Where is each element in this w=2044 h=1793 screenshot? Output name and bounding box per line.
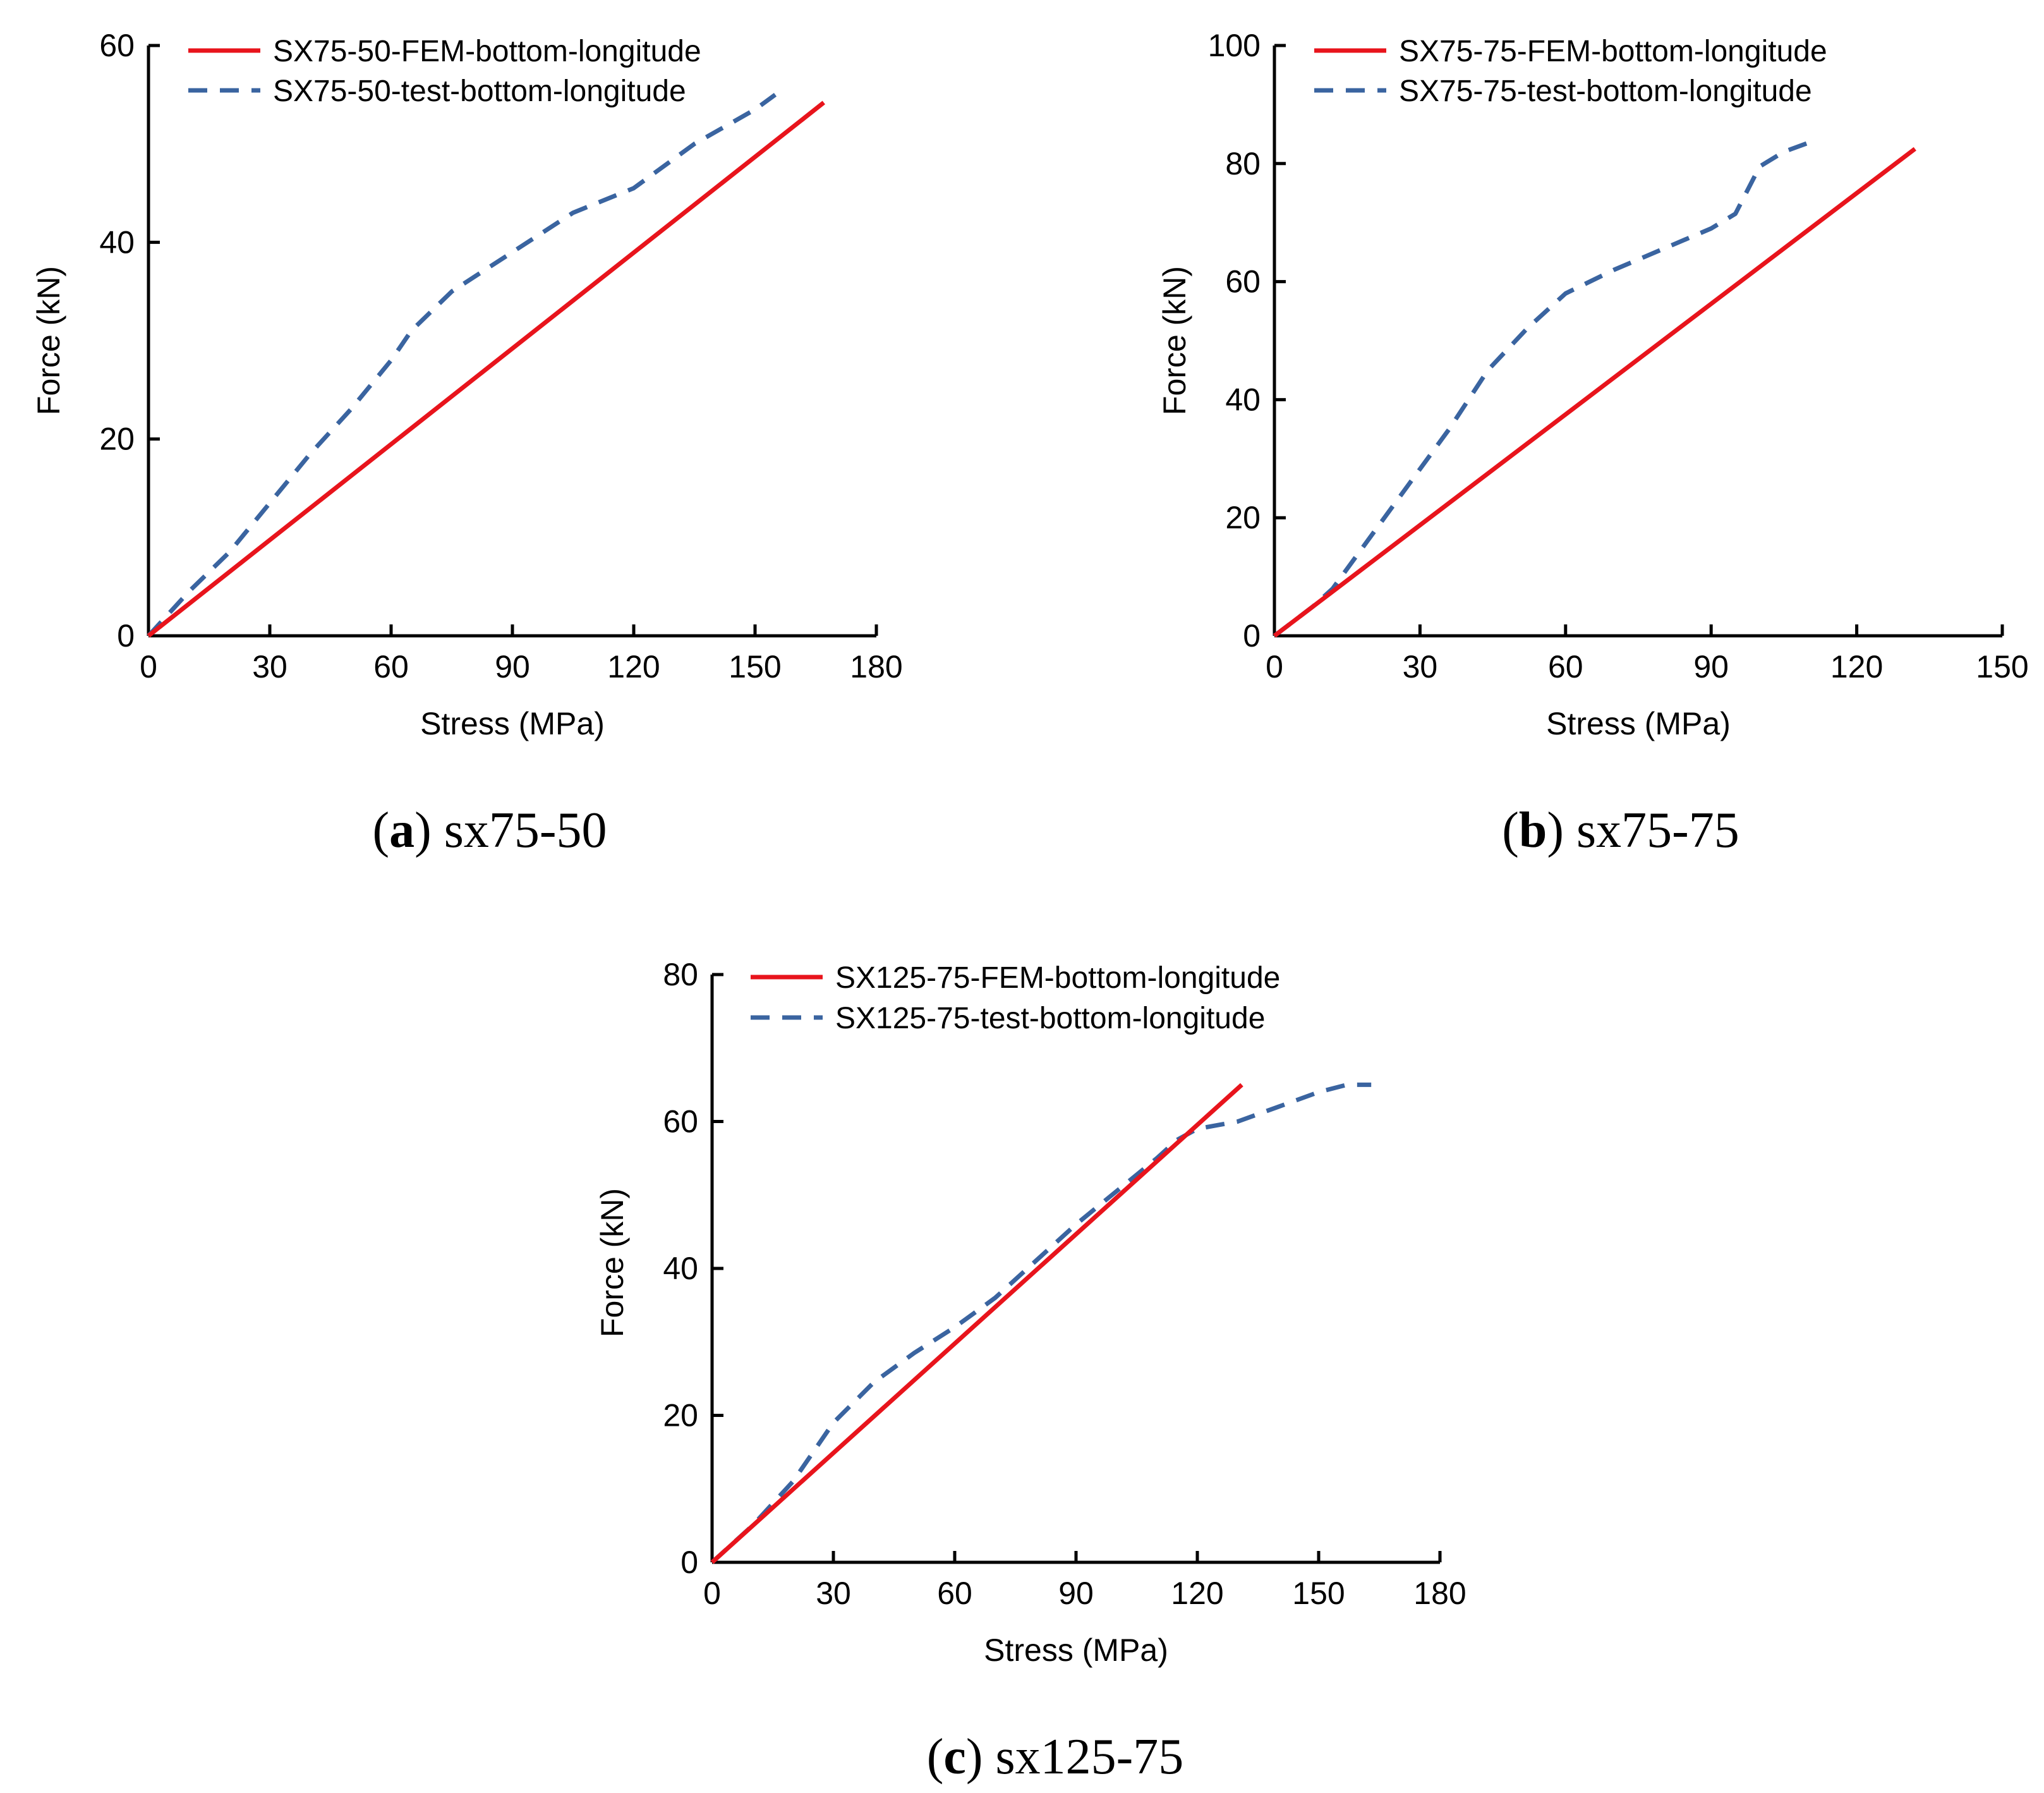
x-tick-label-b: 90 xyxy=(1693,649,1729,684)
x-tick-label-a: 0 xyxy=(140,649,157,684)
caption-c: (c) sx125-75 xyxy=(927,1729,1184,1785)
x-tick-label-a: 30 xyxy=(252,649,287,684)
x-tick-label-c: 150 xyxy=(1292,1576,1345,1611)
x-tick-label-a: 180 xyxy=(850,649,902,684)
x-tick-label-a: 120 xyxy=(607,649,660,684)
y-axis-title-b: Force (kN) xyxy=(1157,266,1192,415)
legend-label-test-b: SX75-75-test-bottom-longitude xyxy=(1399,75,1812,108)
y-tick-label-b: 40 xyxy=(1225,382,1261,417)
series-group-b xyxy=(1273,140,1916,638)
series-group-c xyxy=(710,1082,1372,1564)
caption-letter-b: b xyxy=(1519,803,1547,858)
legend-c: SX125-75-FEM-bottom-longitude SX125-75-t… xyxy=(751,961,1280,1035)
x-axis-title-b: Stress (MPa) xyxy=(1546,706,1731,741)
y-tick-label-b: 80 xyxy=(1225,146,1261,181)
x-axis-title-a: Stress (MPa) xyxy=(420,706,605,741)
caption-text-a: sx75-50 xyxy=(444,803,607,858)
x-tick-label-c: 0 xyxy=(703,1576,721,1611)
caption-letter-a: a xyxy=(389,803,414,858)
x-tick-label-b: 150 xyxy=(1976,649,2028,684)
y-axis-title-c: Force (kN) xyxy=(595,1188,630,1337)
x-tick-label-c: 90 xyxy=(1058,1576,1094,1611)
x-tick-label-a: 60 xyxy=(373,649,409,684)
legend-b: SX75-75-FEM-bottom-longitude SX75-75-tes… xyxy=(1314,35,1827,108)
y-tick-label-a: 20 xyxy=(99,422,135,457)
fem-series-line-b xyxy=(1273,147,1916,638)
x-tick-label-c: 120 xyxy=(1171,1576,1223,1611)
chart-panel-b: 0 30 60 90 120 150 0 20 40 60 80 100 SX75-75-FEM-bo… xyxy=(1157,28,2029,858)
caption-text-c: sx125-75 xyxy=(996,1729,1184,1785)
test-series-line-c xyxy=(710,1082,1372,1564)
x-tick-label-b: 120 xyxy=(1830,649,1883,684)
y-tick-label-b: 0 xyxy=(1243,618,1261,653)
axes-b: 0 30 60 90 120 150 0 20 40 60 80 100 xyxy=(1208,28,2029,684)
x-tick-label-b: 30 xyxy=(1403,649,1438,684)
x-tick-label-b: 0 xyxy=(1266,649,1283,684)
caption-b: (b) sx75-75 xyxy=(1502,803,1739,858)
axes-a: 0 30 60 90 120 150 180 0 20 40 60 xyxy=(99,28,902,684)
fem-series-line-a xyxy=(147,100,825,638)
y-tick-label-b: 20 xyxy=(1225,500,1261,535)
x-tick-label-a: 150 xyxy=(729,649,781,684)
y-tick-label-b: 60 xyxy=(1225,264,1261,300)
axes-c: 0 30 60 90 120 150 180 0 20 40 60 80 xyxy=(663,957,1466,1611)
legend-label-test-c: SX125-75-test-bottom-longitude xyxy=(835,1002,1265,1035)
y-tick-label-a: 60 xyxy=(99,28,135,63)
y-axis-title-a: Force (kN) xyxy=(31,266,66,415)
legend-label-test-a: SX75-50-test-bottom-longitude xyxy=(273,75,686,108)
x-tick-label-c: 60 xyxy=(937,1576,972,1611)
x-tick-label-b: 60 xyxy=(1548,649,1583,684)
y-tick-label-c: 0 xyxy=(680,1545,698,1580)
x-axis-title-c: Stress (MPa) xyxy=(984,1632,1168,1668)
y-tick-label-c: 40 xyxy=(663,1251,698,1286)
y-tick-label-c: 20 xyxy=(663,1398,698,1433)
series-group-a xyxy=(147,92,825,638)
y-tick-label-c: 60 xyxy=(663,1104,698,1140)
legend-label-fem-a: SX75-50-FEM-bottom-longitude xyxy=(273,35,701,68)
chart-panel-a: 0 30 60 90 120 150 180 0 20 40 60 SX75-50-FEM-bott… xyxy=(31,28,903,858)
y-tick-label-b: 100 xyxy=(1208,28,1261,63)
caption-a: (a) sx75-50 xyxy=(372,803,607,858)
x-tick-label-a: 90 xyxy=(495,649,530,684)
y-tick-label-a: 0 xyxy=(117,618,135,653)
chart-panel-c: 0 30 60 90 120 150 180 0 20 40 60 80 SX125-75-FEM-b… xyxy=(595,957,1466,1785)
y-tick-label-a: 40 xyxy=(99,224,135,260)
caption-text-b: sx75-75 xyxy=(1576,803,1739,858)
legend-label-fem-c: SX125-75-FEM-bottom-longitude xyxy=(835,961,1280,995)
legend-a: SX75-50-FEM-bottom-longitude SX75-50-tes… xyxy=(188,35,701,108)
x-tick-label-c: 30 xyxy=(816,1576,851,1611)
y-tick-label-c: 80 xyxy=(663,957,698,992)
x-tick-label-c: 180 xyxy=(1413,1576,1466,1611)
test-series-line-b xyxy=(1273,140,1809,638)
legend-label-fem-b: SX75-75-FEM-bottom-longitude xyxy=(1399,35,1827,68)
fem-series-line-c xyxy=(710,1083,1243,1564)
caption-letter-c: c xyxy=(943,1729,966,1785)
test-series-line-a xyxy=(147,92,777,638)
